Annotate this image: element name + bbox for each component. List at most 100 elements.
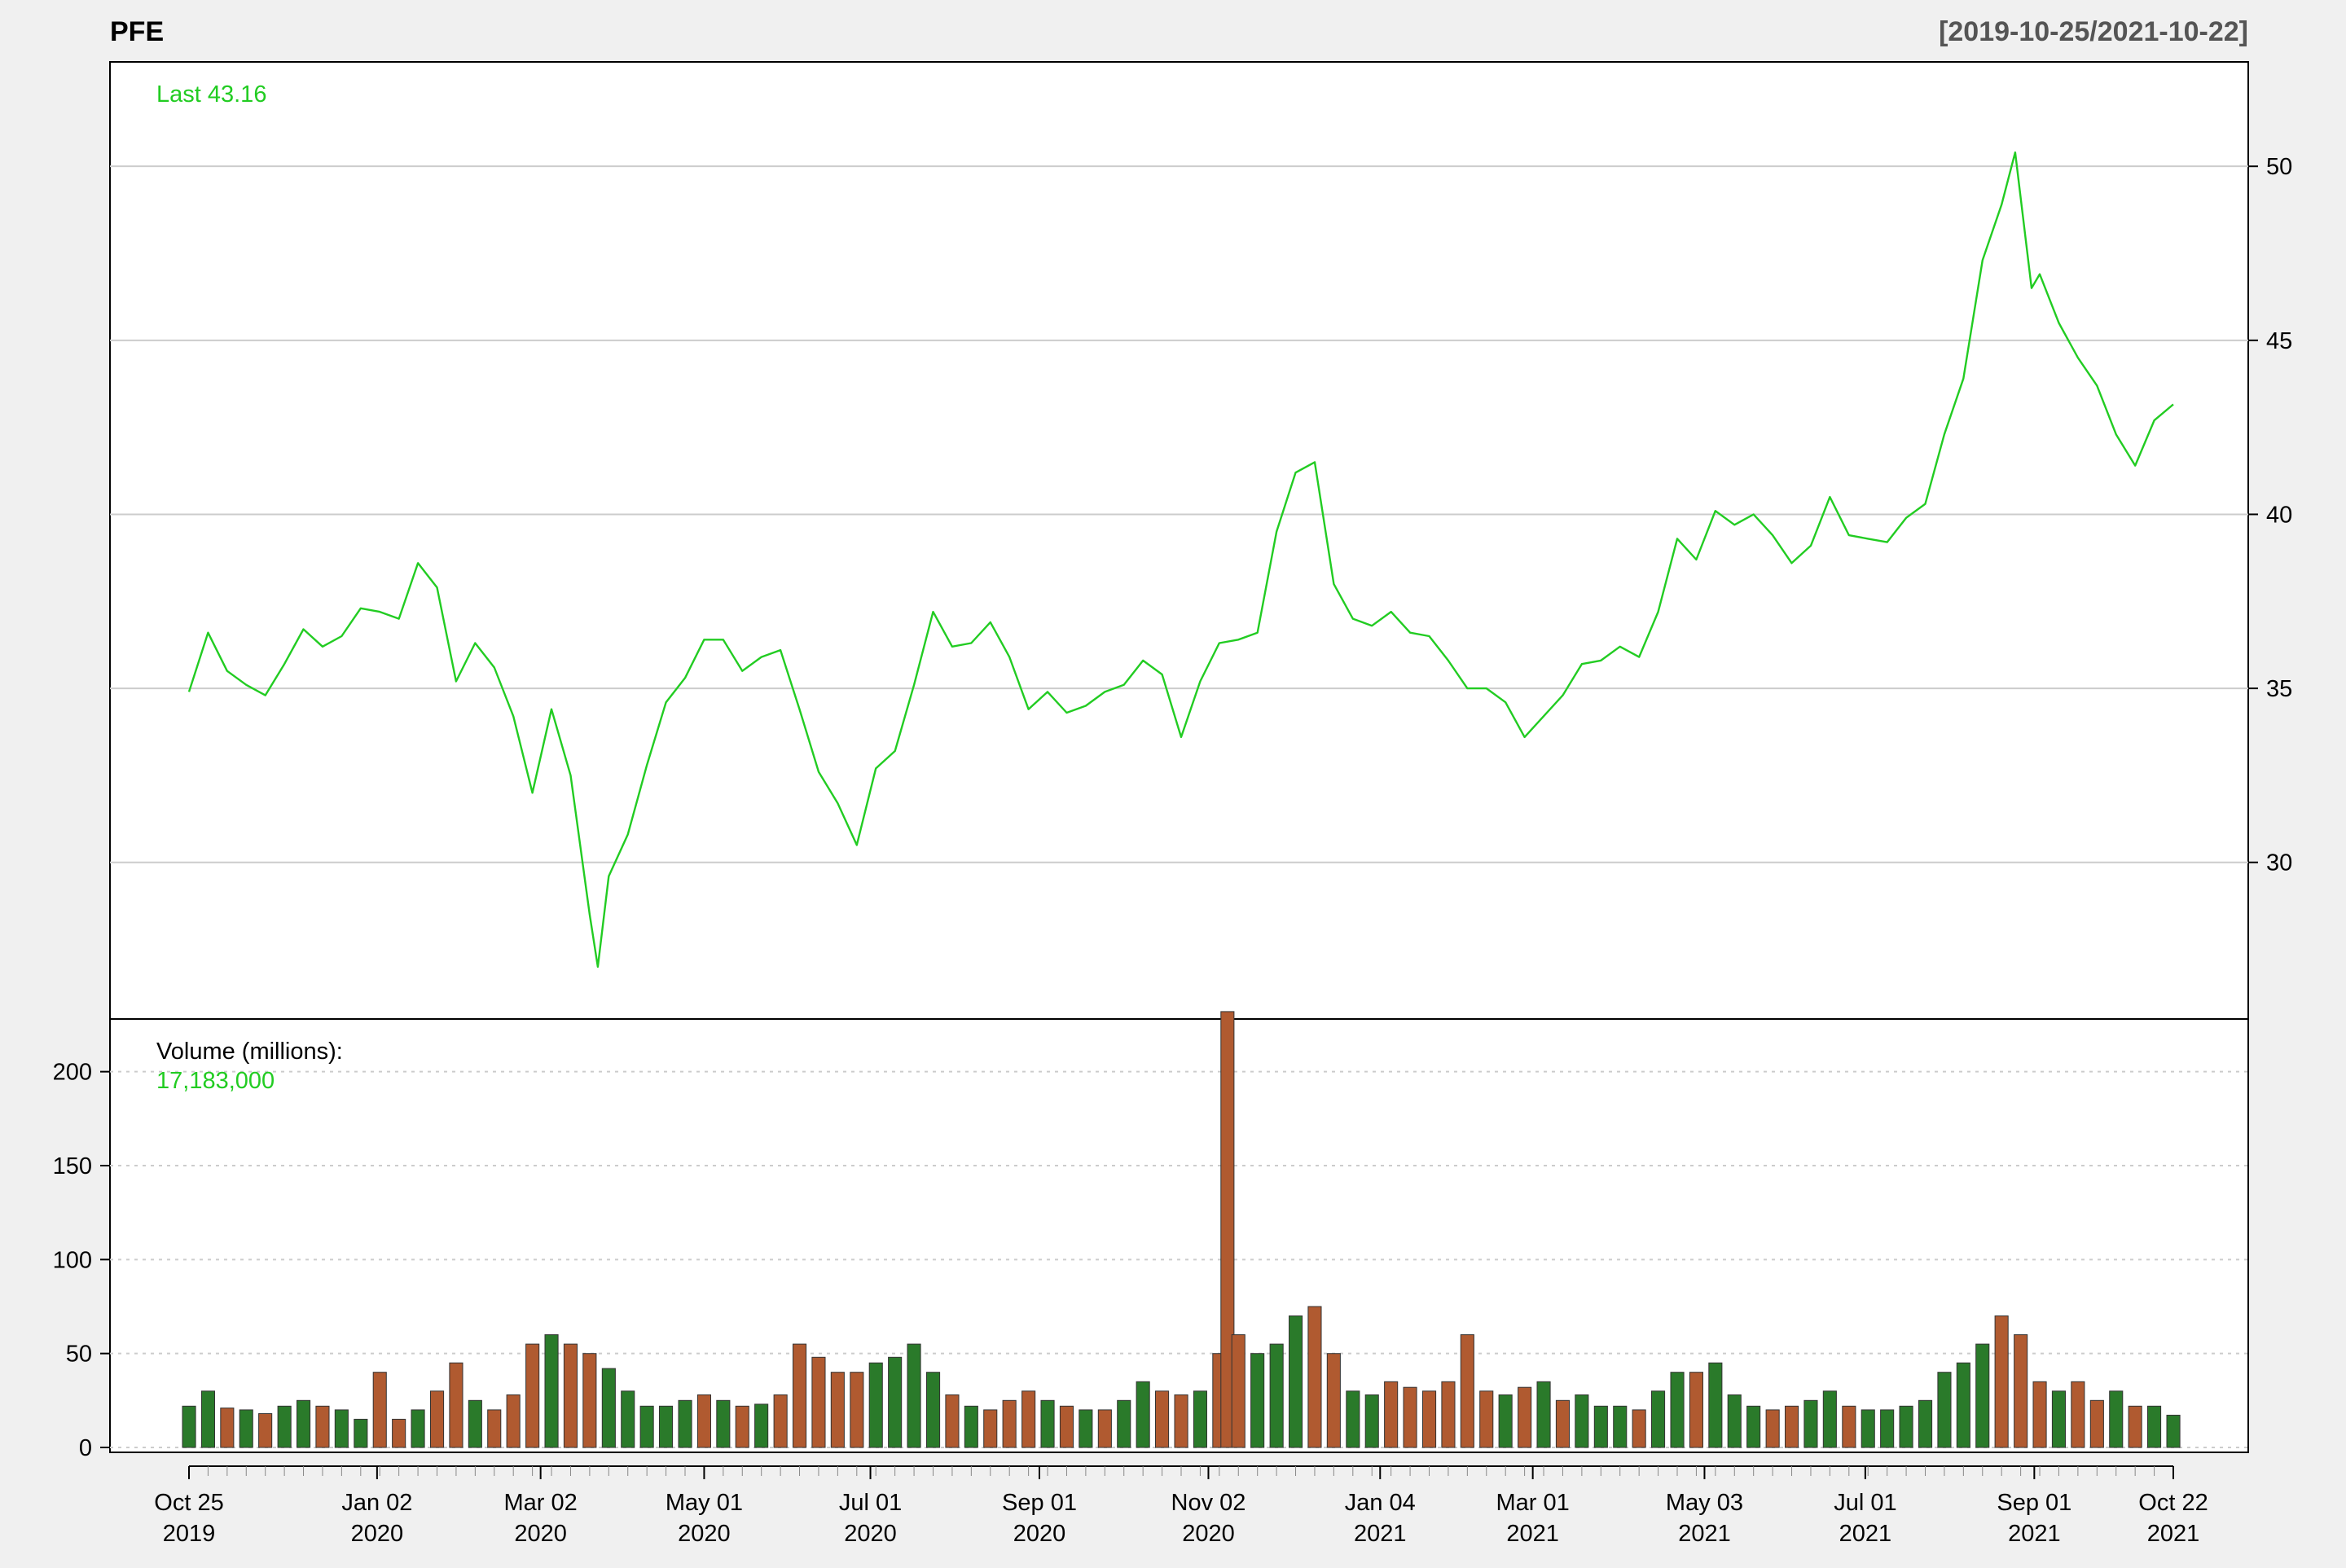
volume-bar <box>182 1405 196 1448</box>
volume-bar <box>258 1413 273 1448</box>
volume-bar <box>1021 1390 1036 1448</box>
volume-bar <box>1518 1386 1532 1448</box>
x-tick-label: Jul 01 <box>839 1490 902 1516</box>
volume-bar <box>1575 1394 1589 1448</box>
volume-bar <box>983 1409 998 1448</box>
volume-bar <box>1155 1390 1170 1448</box>
x-tick-label: Mar 02 <box>504 1490 578 1516</box>
volume-bar <box>830 1372 845 1448</box>
volume-bar <box>1136 1381 1150 1448</box>
volume-bar <box>1174 1394 1188 1448</box>
volume-bar <box>850 1372 864 1448</box>
volume-bar <box>392 1418 406 1448</box>
volume-bar <box>1803 1399 1818 1448</box>
volume-bar <box>1289 1315 1303 1448</box>
volume-bar <box>1937 1372 1952 1448</box>
volume-bar <box>1593 1405 1608 1448</box>
volume-bar <box>449 1362 463 1448</box>
x-tick-year: 2020 <box>678 1521 731 1547</box>
volume-bar <box>754 1403 769 1448</box>
volume-bar <box>1079 1409 1093 1448</box>
x-tick-label: Mar 01 <box>1496 1490 1570 1516</box>
price-y-tick-label: 40 <box>2266 502 2292 528</box>
price-y-tick-label: 35 <box>2266 676 2292 702</box>
volume-bar <box>716 1399 731 1448</box>
volume-bar <box>277 1405 292 1448</box>
x-tick-label: Sep 01 <box>1997 1490 2071 1516</box>
x-tick-label: Oct 22 <box>2138 1490 2208 1516</box>
volume-bar <box>1536 1381 1551 1448</box>
volume-bar <box>1880 1409 1895 1448</box>
x-tick-year: 2021 <box>2008 1521 2061 1547</box>
volume-bar <box>1231 1334 1245 1448</box>
x-tick-label: May 01 <box>666 1490 743 1516</box>
volume-bar <box>1956 1362 1970 1448</box>
last-price-label: Last 43.16 <box>156 81 266 108</box>
volume-bar <box>2051 1390 2066 1448</box>
volume-last-value: 17,183,000 <box>156 1068 275 1094</box>
volume-bar <box>1059 1405 1074 1448</box>
volume-bar <box>639 1405 654 1448</box>
x-tick-year: 2020 <box>514 1521 567 1547</box>
x-tick-year: 2021 <box>1678 1521 1731 1547</box>
volume-bar <box>1364 1394 1379 1448</box>
x-tick-label: Oct 25 <box>154 1490 223 1516</box>
volume-bar <box>1422 1390 1437 1448</box>
volume-y-tick-label: 100 <box>53 1247 92 1273</box>
volume-bar <box>1441 1381 1456 1448</box>
volume-bar <box>1651 1390 1666 1448</box>
volume-bar <box>1975 1343 1990 1448</box>
volume-bar <box>621 1390 635 1448</box>
price-y-tick-label: 45 <box>2266 328 2292 354</box>
volume-bar <box>506 1394 521 1448</box>
volume-bar <box>1632 1409 1646 1448</box>
volume-bar <box>468 1399 482 1448</box>
volume-bar <box>1097 1409 1112 1448</box>
date-range: [2019-10-25/2021-10-22] <box>1939 16 2248 47</box>
volume-bar <box>354 1418 368 1448</box>
x-tick-year: 2019 <box>163 1521 216 1547</box>
volume-bar <box>239 1409 253 1448</box>
x-tick-year: 2020 <box>1182 1521 1235 1547</box>
volume-bar <box>773 1394 788 1448</box>
volume-bar <box>525 1343 540 1448</box>
volume-bar <box>2166 1414 2181 1448</box>
volume-bar <box>1460 1334 1474 1448</box>
volume-bar <box>1727 1394 1742 1448</box>
volume-bar <box>411 1409 425 1448</box>
x-tick-year: 2021 <box>2147 1521 2200 1547</box>
volume-y-tick-label: 50 <box>66 1342 92 1368</box>
volume-bar <box>696 1394 712 1448</box>
volume-bar <box>1250 1353 1265 1448</box>
volume-bar <box>487 1409 502 1448</box>
volume-bar <box>582 1353 597 1448</box>
volume-bar <box>1822 1390 1837 1448</box>
volume-bar <box>1498 1394 1513 1448</box>
volume-bar <box>544 1334 559 1448</box>
x-tick-year: 2020 <box>351 1521 404 1547</box>
price-y-tick-label: 50 <box>2266 154 2292 180</box>
volume-bar <box>2014 1334 2028 1448</box>
volume-bar <box>601 1368 616 1448</box>
volume-bar <box>2128 1405 2142 1448</box>
volume-bar <box>2032 1381 2047 1448</box>
x-tick-year: 2021 <box>1354 1521 1407 1547</box>
volume-bar <box>315 1405 330 1448</box>
volume-bar <box>1918 1399 1933 1448</box>
price-y-axis: 30 35 40 45 50 <box>2248 154 2292 876</box>
volume-bar <box>868 1362 883 1448</box>
volume-bar <box>2089 1399 2104 1448</box>
volume-bar <box>1785 1405 1799 1448</box>
volume-bar <box>1384 1381 1399 1448</box>
volume-bar <box>926 1372 941 1448</box>
volume-bar <box>1269 1343 1284 1448</box>
volume-bar <box>372 1372 387 1448</box>
price-grid <box>110 165 2248 863</box>
volume-bar <box>334 1409 349 1448</box>
volume-bar <box>2109 1390 2124 1448</box>
volume-bar <box>659 1405 674 1448</box>
volume-bar <box>964 1405 978 1448</box>
volume-bar <box>1326 1353 1341 1448</box>
volume-bar <box>907 1343 921 1448</box>
